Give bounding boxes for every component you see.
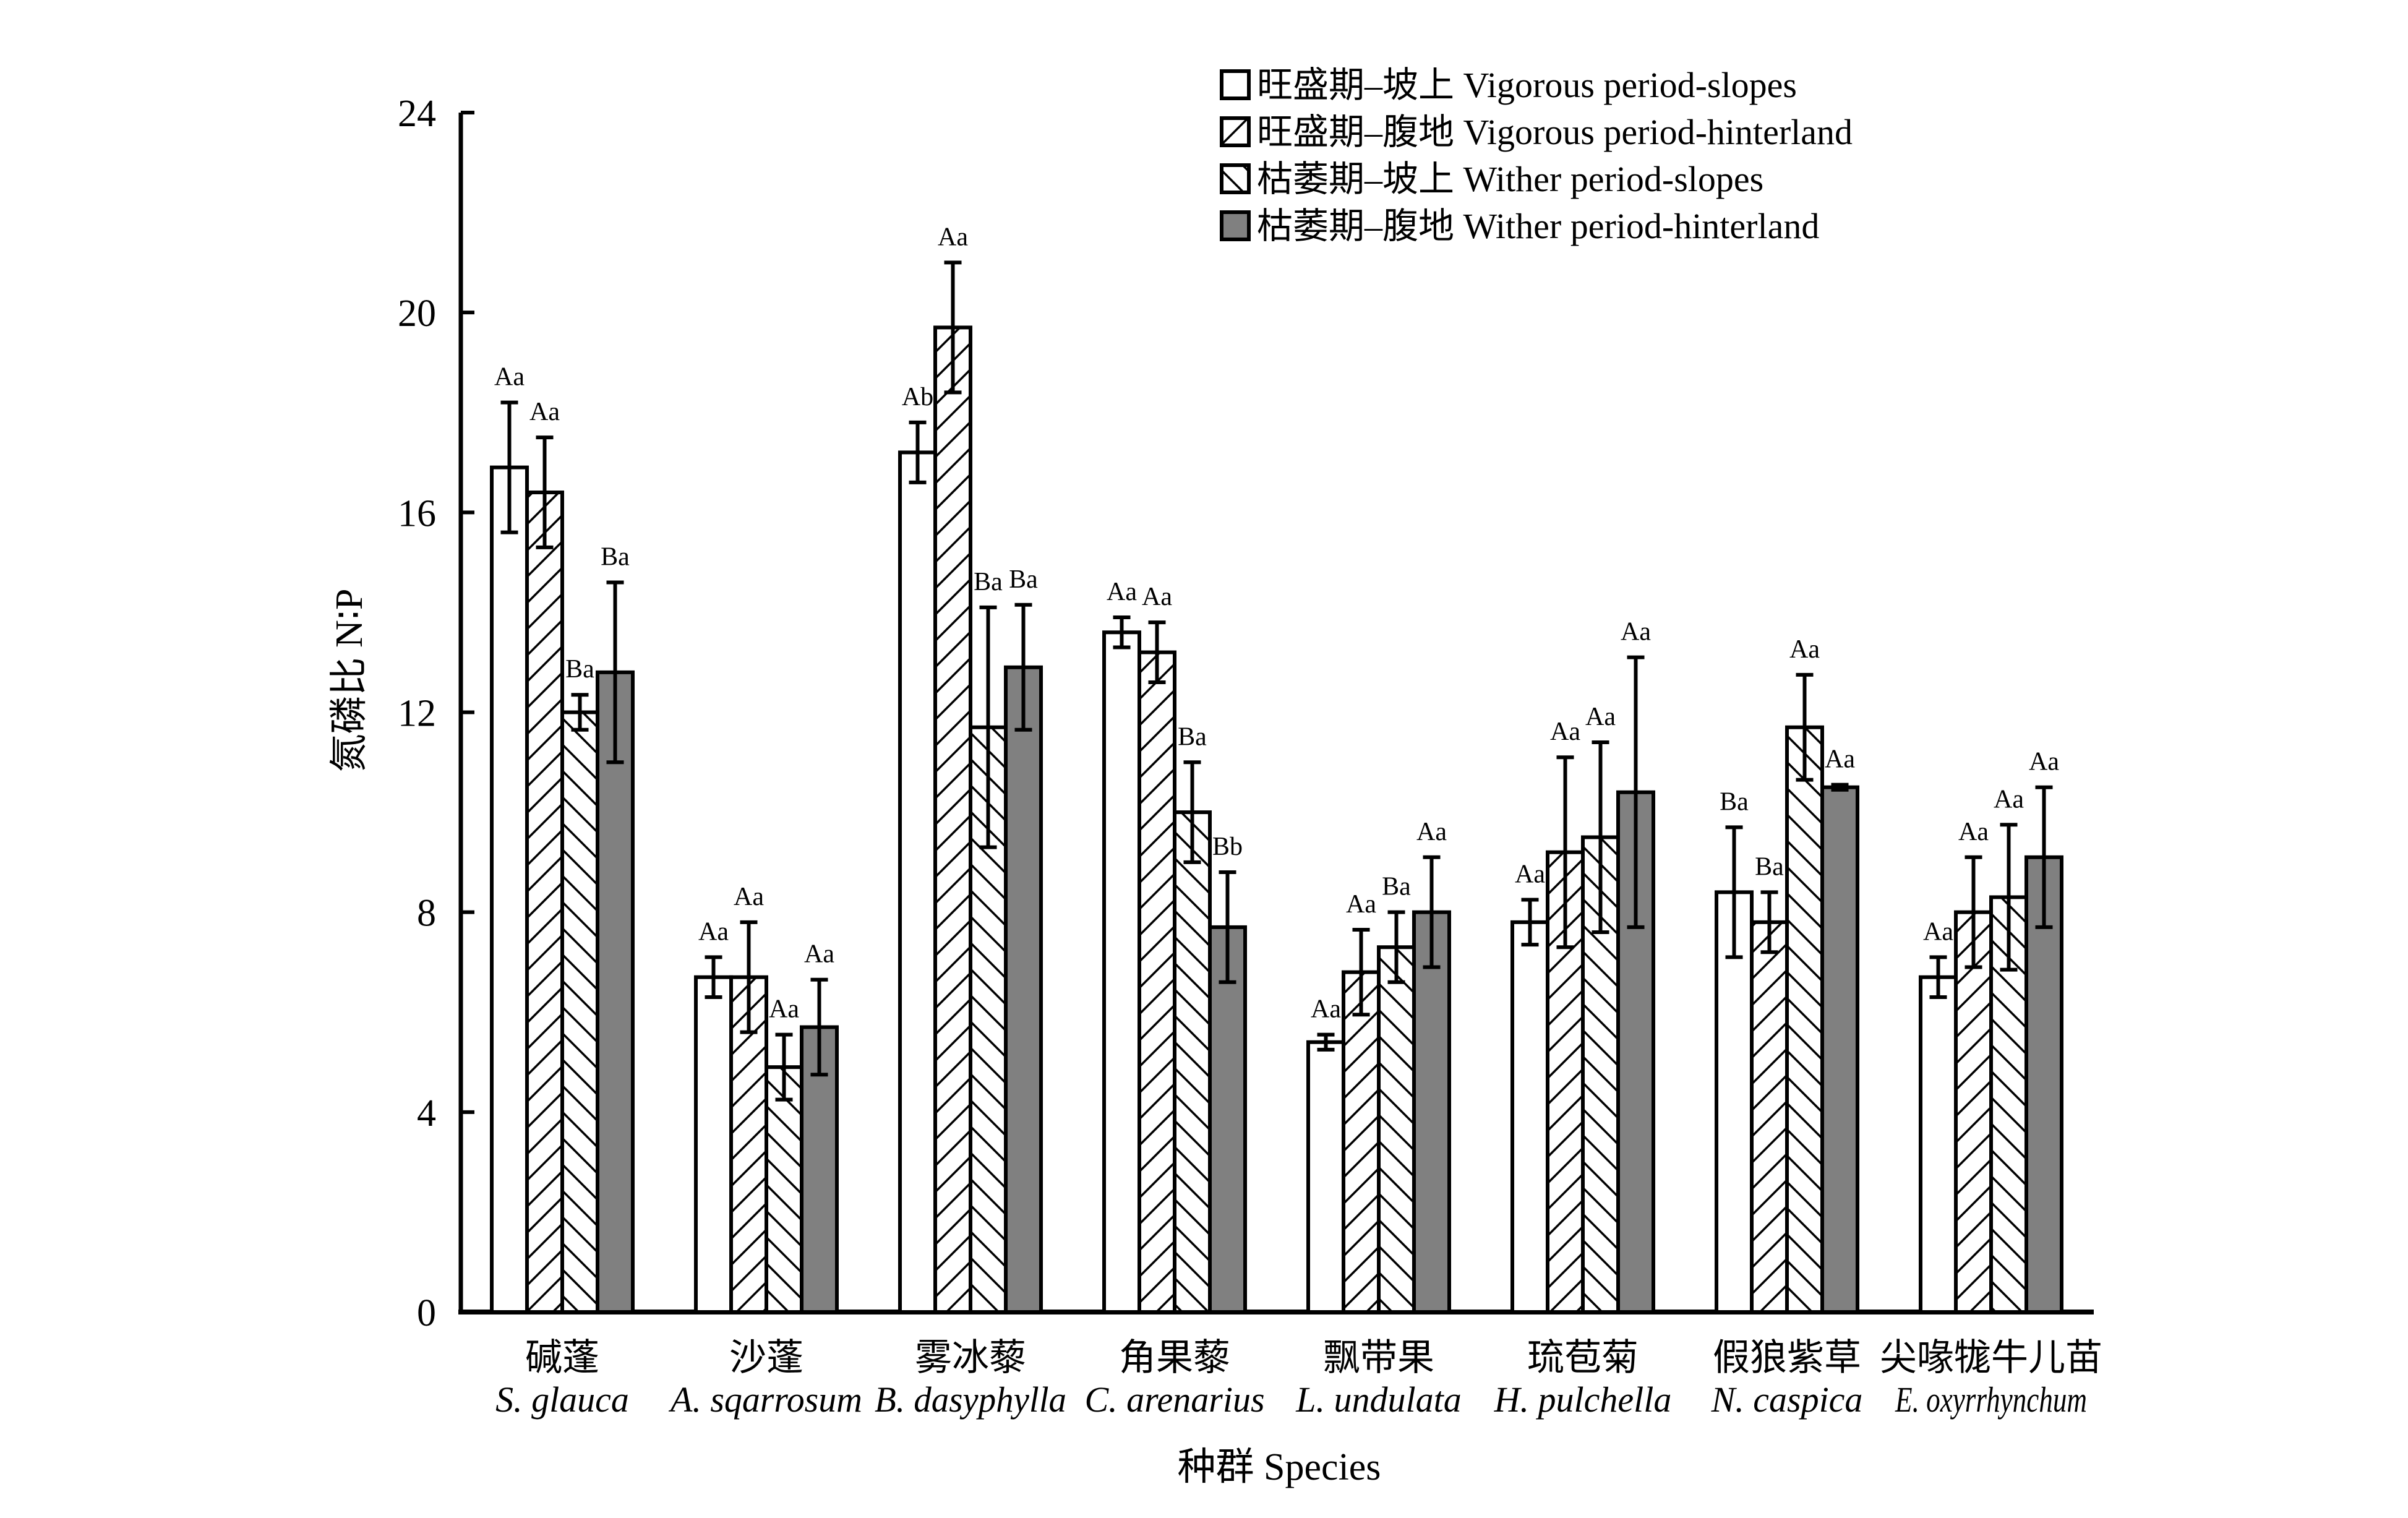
significance-label: Aa [1958, 818, 1989, 846]
bar [596, 670, 635, 1314]
x-tick-label-cn: 琉苞菊 [1527, 1337, 1639, 1378]
bar [560, 710, 599, 1314]
y-tick-label: 12 [398, 693, 436, 735]
significance-label: Aa [494, 363, 525, 392]
significance-label: Aa [1585, 703, 1616, 731]
significance-label: Aa [1416, 818, 1447, 846]
legend-label: 枯萎期–坡上 Wither period-slopes [1257, 159, 1763, 199]
significance-label: Ab [902, 383, 933, 411]
y-tick-label: 0 [417, 1292, 436, 1334]
y-tick-label: 16 [398, 492, 436, 534]
legend-swatch [1220, 163, 1251, 194]
x-tick-label-cn: 尖喙牻牛儿苗 [1880, 1337, 2102, 1378]
significance-label: Aa [1311, 995, 1341, 1024]
significance-label: Ba [1009, 565, 1038, 594]
legend-swatch [1220, 116, 1251, 147]
y-tick-label: 24 [398, 93, 436, 135]
legend-label: 旺盛期–坡上 Vigorous period-slopes [1257, 65, 1797, 105]
x-tick-label-latin: E. oxyrrhynchum [1895, 1379, 2087, 1420]
significance-label: Aa [698, 917, 729, 946]
significance-label: Aa [529, 398, 560, 426]
x-tick-label-cn: 飘带果 [1323, 1337, 1434, 1378]
bar [1954, 910, 1993, 1314]
bar [933, 325, 972, 1314]
significance-label: Ba [1382, 873, 1411, 901]
bar [1919, 975, 1958, 1314]
significance-label: Aa [769, 995, 799, 1024]
bar [1004, 665, 1043, 1314]
y-tick-label: 8 [417, 893, 436, 935]
significance-label: Ba [601, 542, 630, 571]
x-tick-label-latin: L. undulata [1295, 1379, 1462, 1420]
x-tick-label-cn: 雾冰藜 [915, 1337, 1026, 1378]
significance-label: Aa [2029, 748, 2059, 776]
bar [1820, 785, 1859, 1314]
bar [1208, 925, 1247, 1314]
significance-label: Aa [734, 883, 764, 911]
bar [1510, 920, 1549, 1314]
bar [898, 450, 937, 1314]
y-tick-label: 4 [417, 1092, 436, 1134]
bar [765, 1065, 803, 1314]
significance-label: Ba [1178, 723, 1207, 751]
bar [1138, 650, 1176, 1314]
significance-label: Aa [1142, 583, 1172, 611]
x-tick-label-latin: H. pulchella [1494, 1379, 1672, 1420]
significance-label: Aa [1825, 745, 1855, 774]
x-tick-label-latin: B. dasyphylla [875, 1379, 1066, 1420]
bar [1173, 810, 1212, 1314]
significance-label: Ba [1755, 852, 1784, 881]
x-tick-label-cn: 假狼紫草 [1713, 1337, 1861, 1378]
bar [1102, 630, 1141, 1314]
bar [1412, 910, 1451, 1314]
significance-label: Aa [1789, 635, 1820, 664]
bar [1306, 1040, 1345, 1314]
significance-label: Ba [1720, 787, 1749, 816]
x-tick-label-latin: A. sqarrosum [668, 1379, 862, 1420]
significance-label: Ba [565, 655, 594, 684]
x-tick-label-cn: 角果藜 [1119, 1337, 1230, 1378]
legend-swatch [1220, 210, 1251, 241]
legend: 旺盛期–坡上 Vigorous period-slopes 旺盛期–腹地 Vigo… [1220, 65, 1853, 246]
bar [1785, 725, 1824, 1314]
x-tick-label-cn: 沙蓬 [729, 1337, 803, 1378]
bar [694, 975, 733, 1314]
significance-label: Aa [1621, 618, 1651, 646]
x-axis-title: 种群 Species [1178, 1446, 1381, 1488]
significance-label: Aa [1107, 578, 1137, 606]
x-tick-label-cn: 碱蓬 [525, 1337, 599, 1378]
significance-label: Aa [1923, 917, 1953, 946]
significance-label: Aa [1515, 860, 1545, 888]
significance-label: Bb [1212, 833, 1243, 861]
x-tick-label-latin: N. caspica [1711, 1379, 1863, 1420]
significance-label: Aa [1550, 718, 1580, 746]
significance-label: Aa [938, 223, 968, 251]
y-axis-title: 氮磷比 N∶P [328, 589, 371, 773]
x-tick-label-latin: S. glauca [495, 1379, 629, 1420]
bar [525, 491, 564, 1314]
bar [1342, 970, 1381, 1314]
legend-label: 枯萎期–腹地 Wither period-hinterland [1257, 206, 1819, 246]
significance-label: Ba [974, 568, 1003, 596]
significance-label: Aa [1994, 785, 2024, 813]
bar [490, 465, 529, 1314]
bar [1377, 945, 1416, 1314]
legend-swatch [1220, 69, 1251, 100]
significance-label: Aa [804, 940, 834, 969]
y-tick-label: 20 [398, 293, 436, 335]
bar [1750, 920, 1789, 1314]
x-tick-label-latin: C. arenarius [1084, 1379, 1264, 1420]
legend-label: 旺盛期–腹地 Vigorous period-hinterland [1257, 112, 1853, 152]
significance-label: Aa [1346, 890, 1376, 919]
